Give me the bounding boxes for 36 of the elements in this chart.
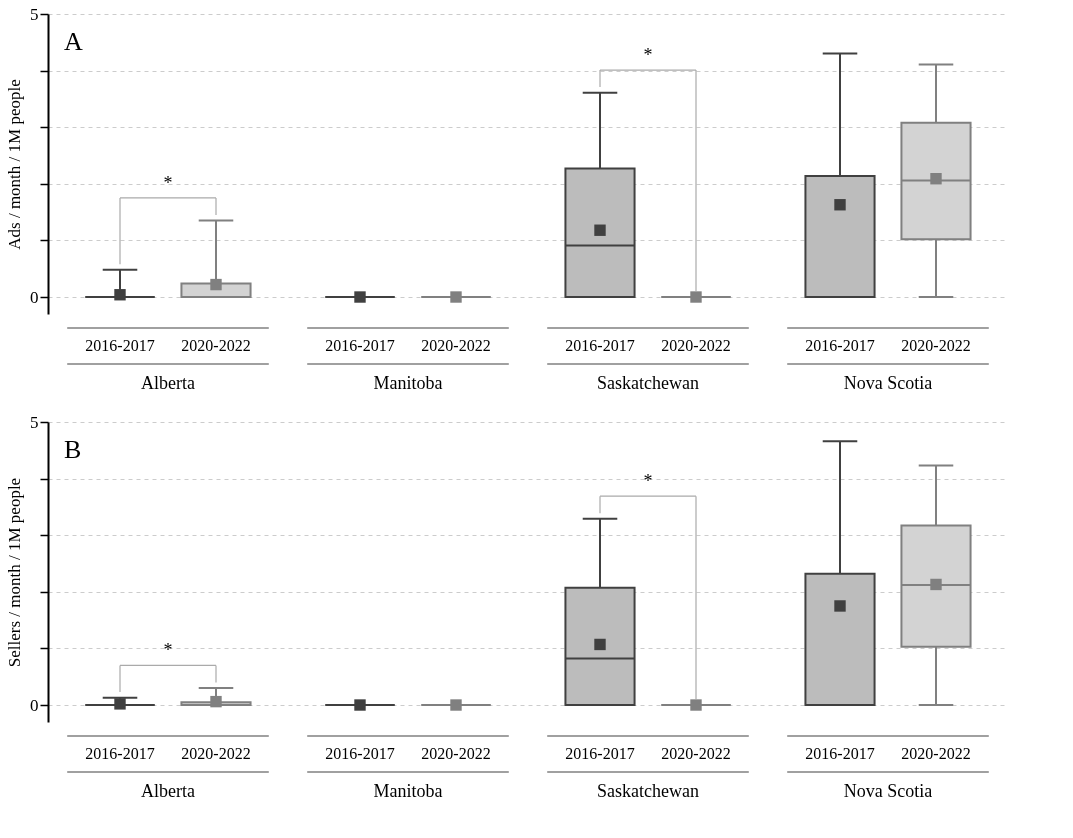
text: 2020-2022 (901, 337, 971, 354)
text: 2020-2022 (661, 745, 731, 762)
text: 2020-2022 (901, 745, 971, 762)
text: 2016-2017 (325, 337, 395, 354)
text: 2020-2022 (661, 337, 731, 354)
text: 2020-2022 (421, 745, 491, 762)
text: 2020-2022 (181, 337, 251, 354)
text: 2016-2017 (805, 337, 875, 354)
x-tick-label: Manitoba (373, 373, 443, 393)
x-tick-label: Nova Scotia (843, 781, 933, 801)
x-tick-label: Saskatchewan (597, 781, 699, 801)
x-tick-label: Saskatchewan (597, 373, 699, 393)
y-tick-label: 5 (30, 4, 39, 24)
annotation: * (163, 172, 173, 193)
annotation: * (643, 44, 653, 65)
x-tick-label: Manitoba (373, 781, 443, 801)
annotation: * (643, 471, 653, 491)
y-tick-label: 0 (30, 695, 39, 715)
text: 2016-2017 (805, 745, 875, 762)
x-tick-label: Alberta (141, 781, 195, 801)
text: A (64, 27, 83, 56)
text: 2020-2022 (181, 745, 251, 762)
y-axis-title: Sellers / month / 1M people (5, 477, 24, 668)
text: 2016-2017 (325, 745, 395, 762)
text: 2016-2017 (565, 337, 635, 354)
x-tick-label: Alberta (141, 373, 195, 393)
annotation: * (163, 640, 173, 661)
y-tick-label: 5 (30, 412, 39, 432)
y-axis-title: Ads / month / 1M people (5, 79, 24, 250)
y-tick-label: 0 (30, 287, 39, 307)
text: 2020-2022 (421, 337, 491, 354)
text: B (64, 435, 82, 464)
text: 2016-2017 (565, 745, 635, 762)
text: 2016-2017 (85, 337, 155, 354)
text: 2016-2017 (85, 745, 155, 762)
x-tick-label: Nova Scotia (843, 373, 933, 393)
